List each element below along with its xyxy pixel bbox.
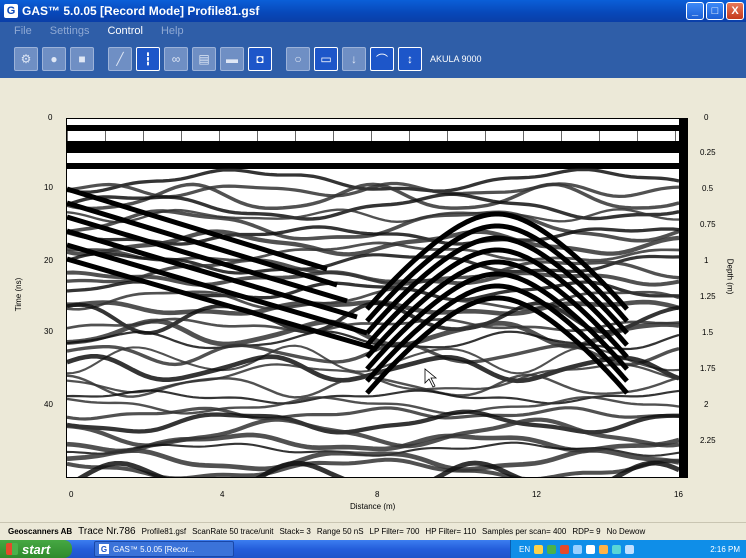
tray-icon-7[interactable] xyxy=(612,544,622,554)
stop-button[interactable]: ■ xyxy=(70,47,94,71)
box-icon: ▭ xyxy=(320,52,332,66)
y-tick-30: 30 xyxy=(44,327,53,336)
x-tick-16: 16 xyxy=(674,490,683,499)
start-label: start xyxy=(22,541,51,557)
status-range: Range 50 nS xyxy=(316,527,364,536)
tray-icon-3[interactable] xyxy=(560,544,570,554)
tray-icon-6[interactable] xyxy=(599,544,609,554)
status-hp-filter: HP Filter= 110 xyxy=(425,527,477,536)
pen-icon: ╱ xyxy=(116,52,124,66)
depth-tick-0: 0 xyxy=(704,113,709,122)
minimize-button[interactable]: _ xyxy=(686,2,704,20)
box-button[interactable]: ▭ xyxy=(314,47,338,71)
y-tick-10: 10 xyxy=(44,183,53,192)
radargram-view[interactable] xyxy=(66,118,680,478)
status-file: Profile81.gsf xyxy=(141,527,187,536)
gear-icon: ⚙ xyxy=(20,52,32,66)
y-tick-0: 0 xyxy=(48,113,53,122)
maximize-button[interactable]: □ xyxy=(706,2,724,20)
language-indicator[interactable]: EN xyxy=(519,544,531,554)
y-right-axis-title: Depth (m) xyxy=(725,258,735,295)
circle-icon: ○ xyxy=(294,52,302,66)
depth-tick-15: 1.5 xyxy=(702,328,714,337)
up-down-icon: ↕ xyxy=(407,52,413,66)
x-tick-12: 12 xyxy=(532,490,541,499)
y-tick-20: 20 xyxy=(44,256,53,265)
settings-button[interactable]: ⚙ xyxy=(14,47,38,71)
title-bar: G GAS™ 5.0.05 [Record Mode] Profile81.gs… xyxy=(0,0,746,22)
marker-icon: ┇ xyxy=(144,52,152,66)
tray-icon-4[interactable] xyxy=(573,544,583,554)
tray-icon-2[interactable] xyxy=(547,544,557,554)
status-stack: Stack= 3 xyxy=(279,527,311,536)
status-dewow: No Dewow xyxy=(606,527,646,536)
status-scanrate: ScanRate 50 trace/unit xyxy=(192,527,274,536)
depth-scale-bar xyxy=(680,118,688,478)
hyperbola-icon: ⌒ xyxy=(375,52,388,67)
menu-bar: File Settings Control Help xyxy=(0,22,746,40)
toolbar: ⚙ ● ■ ╱ ┇ ∞ ▤ ▬ ◘ ○ ▭ ↓ ⌒ ↕ AKULA 9000 xyxy=(0,40,746,78)
depth-tick-05: 0.5 xyxy=(702,184,714,193)
tray-icon-1[interactable] xyxy=(534,544,544,554)
marker-button[interactable]: ┇ xyxy=(136,47,160,71)
link-icon: ∞ xyxy=(171,52,181,66)
status-rdp: RDP= 9 xyxy=(572,527,601,536)
system-tray: EN 2:16 PM xyxy=(510,540,746,558)
display-button[interactable]: ▬ xyxy=(220,47,244,71)
y-tick-40: 40 xyxy=(44,400,53,409)
depth-tick-025: 0.25 xyxy=(700,148,716,157)
link-button[interactable]: ∞ xyxy=(164,47,188,71)
arrow-down-icon: ↓ xyxy=(351,52,357,66)
clock: 2:16 PM xyxy=(710,544,740,554)
radargram-image xyxy=(67,119,679,477)
depth-tick-2: 2 xyxy=(704,400,709,409)
start-button[interactable]: start xyxy=(0,540,72,558)
app-icon: G xyxy=(4,4,18,18)
menu-help[interactable]: Help xyxy=(160,25,184,37)
menu-file[interactable]: File xyxy=(14,25,32,37)
x-axis-title: Distance (m) xyxy=(350,502,396,511)
taskbar-item-label: GAS™ 5.0.05 [Recor... xyxy=(113,544,195,554)
depth-tick-225: 2.25 xyxy=(700,436,716,445)
updown-button[interactable]: ↕ xyxy=(398,47,422,71)
close-button[interactable]: X xyxy=(726,2,744,20)
camera-icon: ◘ xyxy=(256,52,264,66)
menu-control[interactable]: Control xyxy=(107,25,143,37)
brand-label: Geoscanners AB xyxy=(8,527,73,536)
status-bar: Geoscanners AB Trace Nr.786 Profile81.gs… xyxy=(0,522,746,540)
x-tick-8: 8 xyxy=(375,490,380,499)
circle-button[interactable]: ○ xyxy=(286,47,310,71)
save-icon: ▤ xyxy=(198,52,210,66)
depth-tick-175: 1.75 xyxy=(700,364,716,373)
status-samples: Samples per scan= 400 xyxy=(482,527,567,536)
depth-tick-1: 1 xyxy=(704,256,709,265)
depth-tick-125: 1.25 xyxy=(700,292,716,301)
download-button[interactable]: ↓ xyxy=(342,47,366,71)
tray-icon-8[interactable] xyxy=(625,544,635,554)
windows-flag-icon xyxy=(6,543,18,555)
camera-button[interactable]: ◘ xyxy=(248,47,272,71)
app-small-icon: G xyxy=(99,544,109,554)
record-icon: ● xyxy=(50,52,58,66)
taskbar: start G GAS™ 5.0.05 [Recor... EN 2:16 PM xyxy=(0,540,746,558)
menu-settings[interactable]: Settings xyxy=(49,25,90,37)
depth-tick-075: 0.75 xyxy=(700,220,716,229)
trace-number: Trace Nr.786 xyxy=(78,526,136,537)
stop-icon: ■ xyxy=(78,52,86,66)
taskbar-item-gas[interactable]: G GAS™ 5.0.05 [Recor... xyxy=(94,541,234,557)
record-button[interactable]: ● xyxy=(42,47,66,71)
x-tick-0: 0 xyxy=(69,490,74,499)
y-left-axis-title: Time (ns) xyxy=(14,277,24,312)
save-button[interactable]: ▤ xyxy=(192,47,216,71)
window-title: GAS™ 5.0.05 [Record Mode] Profile81.gsf xyxy=(22,4,260,18)
device-label: AKULA 9000 xyxy=(430,54,482,64)
display-icon: ▬ xyxy=(226,52,238,66)
hyperbola-button[interactable]: ⌒ xyxy=(370,47,394,71)
window-controls: _ □ X xyxy=(686,2,744,20)
tray-icon-5[interactable] xyxy=(586,544,596,554)
pen-button[interactable]: ╱ xyxy=(108,47,132,71)
status-lp-filter: LP Filter= 700 xyxy=(369,527,420,536)
x-tick-4: 4 xyxy=(220,490,225,499)
